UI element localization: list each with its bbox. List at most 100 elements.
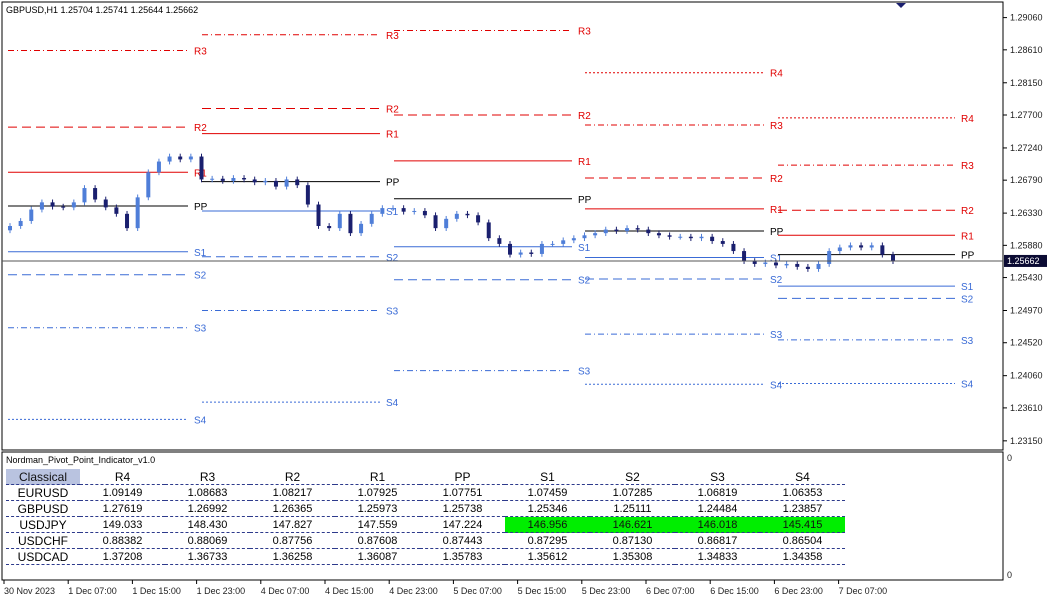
candle-body	[816, 263, 821, 269]
candle-body	[29, 209, 34, 221]
pivot-label-s3: S3	[386, 307, 399, 318]
table-cell: 1.08217	[250, 484, 335, 501]
candle-body	[199, 156, 204, 180]
candle-body	[508, 243, 513, 255]
candle-body	[795, 263, 800, 267]
candle-body	[422, 210, 427, 216]
candle-body	[827, 251, 832, 264]
pivot-label-s3: S3	[194, 324, 207, 335]
pivot-label-r3: R3	[194, 47, 207, 58]
y-tick-label: 1.25880	[1010, 240, 1043, 250]
candle-body	[433, 215, 438, 229]
pivot-table: Classical R4 R3 R2 R1 PP S1 S2 S3 S4 EUR…	[6, 469, 845, 565]
x-tick-label: 1 Dec 15:00	[132, 586, 181, 596]
candle-body	[625, 228, 630, 232]
x-tick-label: 7 Dec 07:00	[839, 586, 888, 596]
y-tick-label: 1.23150	[1010, 436, 1043, 446]
candle-body	[454, 213, 459, 219]
pivot-label-s1: S1	[770, 254, 783, 265]
table-cell: 147.559	[335, 516, 420, 533]
table-cell: 1.25111	[590, 500, 675, 517]
candle-body	[82, 188, 87, 203]
header-cell: R1	[335, 469, 420, 485]
chart-shift-marker[interactable]	[896, 3, 906, 8]
indicator-axis-top: 0	[1007, 453, 1012, 463]
pivot-label-s4: S4	[386, 398, 399, 409]
x-tick-label: 4 Dec 23:00	[389, 586, 438, 596]
table-cell: 1.26992	[165, 500, 250, 517]
x-tick-label: 4 Dec 15:00	[325, 586, 374, 596]
pivot-label-r2: R2	[961, 206, 974, 217]
table-cell: 1.08683	[165, 484, 250, 501]
candle-body	[348, 213, 353, 234]
table-cell: 1.24484	[675, 500, 760, 517]
table-cell: 1.07751	[420, 484, 505, 501]
pivot-label-r4: R4	[961, 114, 974, 125]
candle-body	[465, 213, 470, 216]
candle-body	[880, 245, 885, 255]
candles	[8, 153, 895, 272]
candle-body	[837, 247, 842, 252]
candle-body	[869, 245, 874, 248]
pivot-label-r3: R3	[961, 161, 974, 172]
candle-body	[848, 245, 853, 248]
candle-body	[71, 202, 76, 208]
pivot-label-s1: S1	[386, 207, 399, 218]
candle-body	[305, 185, 310, 205]
x-tick-label: 5 Dec 15:00	[518, 586, 567, 596]
pivot-label-r2: R2	[386, 105, 399, 116]
pivot-label-r1: R1	[386, 130, 399, 141]
candle-body	[699, 236, 704, 239]
header-cell: S2	[590, 469, 675, 485]
table-cell: 1.25973	[335, 500, 420, 517]
x-tick-label: 4 Dec 07:00	[261, 586, 310, 596]
table-cell-highlighted: 146.621	[590, 516, 675, 533]
candle-body	[8, 226, 12, 231]
pivot-label-s4: S4	[961, 380, 974, 391]
candle-body	[210, 178, 215, 180]
pivot-label-r3: R3	[770, 121, 783, 132]
table-row: GBPUSD 1.27619 1.26992 1.26365 1.25973 1…	[6, 500, 845, 517]
pivot-lines: R2R1PPS1S2S3S4R3R3R2R1PPS1S2S3S4R3R2R1PP…	[8, 26, 975, 426]
x-tick-label: 6 Dec 23:00	[774, 586, 823, 596]
pivot-label-s3: S3	[961, 336, 974, 347]
current-price-tag: 1.25662	[1004, 254, 1047, 267]
table-cell: 1.27619	[80, 500, 165, 517]
table-row: USDJPY 149.033 148.430 147.827 147.559 1…	[6, 516, 845, 533]
header-cell: PP	[420, 469, 505, 485]
candle-body	[327, 226, 332, 229]
candle-body	[242, 178, 247, 180]
candle-body	[380, 208, 385, 214]
pivot-label-s1: S1	[194, 248, 207, 259]
table-row: EURUSD 1.09149 1.08683 1.08217 1.07925 1…	[6, 484, 845, 501]
candle-body	[93, 188, 98, 200]
pivot-label-pp: PP	[194, 202, 208, 213]
pivot-label-s1: S1	[578, 243, 591, 254]
table-cell: 1.35783	[420, 548, 505, 565]
candle-body	[167, 156, 172, 162]
pivot-label-s4: S4	[770, 380, 783, 391]
candle-body	[784, 263, 789, 266]
candle-body	[529, 252, 534, 254]
candle-body	[763, 262, 768, 264]
table-cell: 1.26365	[250, 500, 335, 517]
table-cell: 0.87295	[505, 532, 590, 549]
indicator-axis-bottom: 0	[1007, 570, 1012, 580]
candle-body	[444, 218, 449, 229]
current-price-label: 1.25662	[1007, 256, 1040, 266]
candle-body	[103, 199, 108, 208]
candle-body	[61, 206, 66, 208]
candle-body	[18, 220, 23, 226]
candle-body	[401, 208, 406, 212]
table-cell: 1.23857	[760, 500, 845, 517]
pivot-label-s2: S2	[961, 294, 974, 305]
candle-body	[156, 161, 161, 173]
pivot-label-s3: S3	[770, 330, 783, 341]
table-row: USDCHF 0.88382 0.88069 0.87756 0.87608 0…	[6, 532, 845, 549]
pivot-label-r2: R2	[578, 111, 591, 122]
candle-body	[486, 222, 491, 239]
candle-body	[656, 233, 661, 236]
price-axis: 1.29060 1.28610 1.28150 1.27700 1.27240 1.267…	[1003, 13, 1043, 446]
header-cell: S1	[505, 469, 590, 485]
table-cell: 1.35308	[590, 548, 675, 565]
